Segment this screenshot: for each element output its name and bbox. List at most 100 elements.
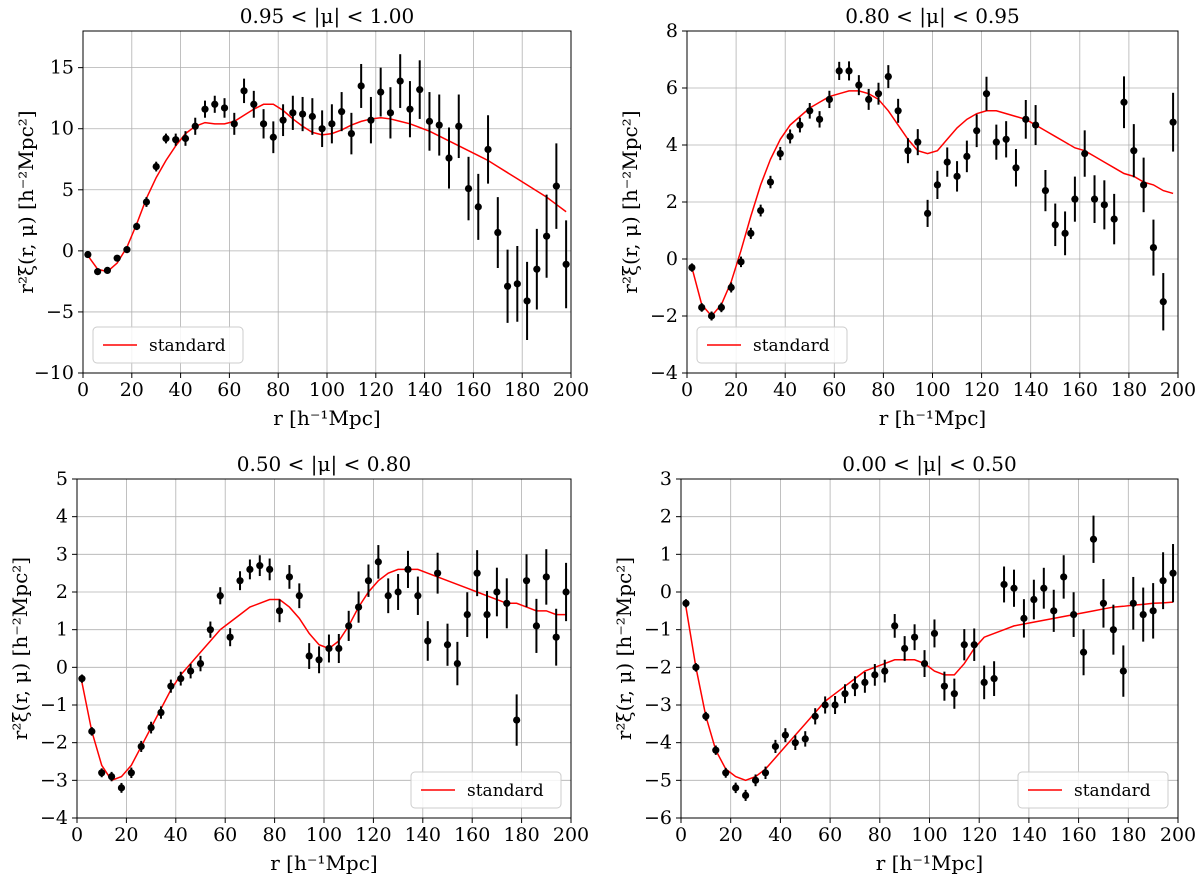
data-point: [1169, 118, 1177, 126]
data-point: [532, 622, 541, 630]
x-tick-label: 0: [675, 824, 687, 846]
data-point: [503, 599, 511, 607]
legend-entry: standard: [467, 781, 544, 801]
data-point: [289, 109, 297, 117]
data-point: [821, 701, 829, 709]
x-tick-label: 100: [911, 824, 947, 846]
data-point: [328, 120, 336, 128]
data-point: [1032, 121, 1040, 129]
x-axis-label: r [h⁻¹Mpc]: [273, 406, 380, 430]
data-point: [904, 147, 912, 155]
y-tick-label: 15: [50, 57, 74, 79]
data-point: [881, 667, 889, 675]
y-tick-label: −2: [644, 656, 672, 678]
data-point: [766, 178, 775, 186]
data-point: [177, 675, 185, 683]
y-tick-label: 10: [50, 118, 74, 140]
data-point: [279, 116, 287, 124]
data-point: [1030, 595, 1038, 604]
data-point: [1010, 584, 1018, 592]
data-point: [416, 86, 424, 94]
y-tick-label: −4: [40, 807, 68, 829]
x-tick-label: 20: [724, 379, 748, 401]
data-point: [473, 569, 481, 577]
data-point: [1012, 164, 1020, 172]
y-tick-label: 0: [666, 248, 678, 270]
x-tick-label: 100: [914, 379, 950, 401]
data-point: [386, 109, 395, 117]
data-point: [990, 675, 998, 683]
y-tick-label: −6: [644, 807, 672, 829]
data-point: [137, 742, 145, 751]
data-point: [424, 637, 432, 645]
data-point: [861, 678, 869, 687]
data-point: [1089, 535, 1098, 543]
y-tick-label: −5: [644, 769, 672, 791]
data-point: [562, 260, 570, 268]
data-point: [884, 73, 892, 81]
x-tick-label: 200: [1160, 824, 1196, 846]
legend: standard: [696, 326, 848, 364]
data-point: [742, 791, 750, 800]
x-tick-label: 100: [309, 379, 345, 401]
data-point: [1081, 149, 1089, 158]
data-point: [811, 712, 819, 720]
x-tick-label: 80: [868, 824, 892, 846]
legend-entry: standard: [753, 336, 830, 356]
x-tick-label: 100: [306, 824, 342, 846]
y-axis-label: r²ξ(r, μ) [h⁻²Mpc²]: [612, 557, 636, 740]
x-axis-label: r [h⁻¹Mpc]: [876, 851, 983, 875]
data-point: [414, 592, 422, 600]
y-tick-label: 4: [666, 134, 678, 156]
data-point: [127, 769, 135, 777]
series-line-standard: [685, 601, 1174, 782]
data-point: [973, 127, 981, 135]
data-point: [891, 622, 899, 630]
data-point: [806, 107, 814, 115]
data-point: [1149, 607, 1157, 615]
x-tick-label: 40: [773, 379, 797, 401]
plot-frame: [82, 30, 572, 374]
y-tick-label: 5: [56, 468, 68, 490]
data-point: [167, 682, 175, 690]
data-point: [702, 712, 710, 720]
data-point: [835, 67, 843, 75]
data-point: [107, 772, 116, 781]
data-point: [1119, 667, 1127, 675]
data-point: [269, 133, 277, 141]
x-axis-label: r [h⁻¹Mpc]: [879, 406, 986, 430]
data-point: [542, 573, 550, 581]
x-tick-label: 60: [217, 379, 241, 401]
legend-box: [92, 326, 244, 364]
x-tick-label: 160: [454, 824, 490, 846]
data-point: [543, 232, 551, 240]
y-axis-label: r²ξ(r, μ) [h⁻²Mpc²]: [8, 557, 32, 740]
data-point: [845, 67, 853, 75]
data-point: [732, 784, 740, 792]
data-point: [357, 82, 365, 90]
x-tick-label: 80: [263, 824, 287, 846]
x-tick-label: 0: [71, 824, 83, 846]
data-point: [1050, 607, 1058, 615]
series-line-standard: [691, 90, 1174, 318]
x-tick-label: 140: [405, 824, 441, 846]
data-point: [285, 573, 294, 581]
data-point: [484, 145, 492, 154]
data-point: [781, 731, 789, 739]
x-tick-label: 200: [553, 824, 589, 846]
data-point: [1159, 298, 1167, 306]
data-point: [435, 121, 443, 129]
data-point: [855, 81, 863, 89]
plot-frame: [686, 30, 1179, 374]
data-point: [1169, 569, 1177, 577]
data-point: [533, 265, 541, 273]
data-point: [831, 701, 839, 709]
x-tick-label: 60: [213, 824, 237, 846]
data-point: [201, 105, 209, 113]
legend: standard: [410, 771, 562, 809]
data-point: [299, 110, 307, 118]
data-point: [230, 120, 238, 128]
data-point: [226, 633, 234, 641]
data-point: [1041, 187, 1050, 195]
y-tick-label: 2: [660, 506, 672, 528]
